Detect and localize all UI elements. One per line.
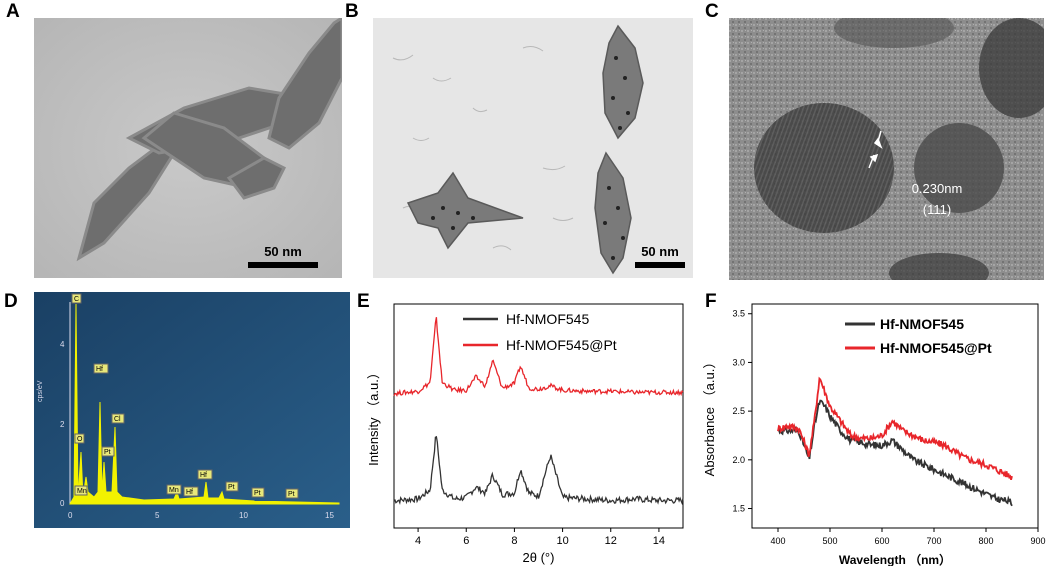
lattice-spacing-label: 0.230nm — [912, 181, 963, 196]
eds-y-unit: cps/eV — [37, 380, 44, 402]
x-tick-label: 10 — [556, 535, 568, 547]
eds-x-tick: 10 — [239, 511, 248, 520]
series-line-1 — [393, 317, 684, 397]
eds-x-tick: 15 — [325, 511, 334, 520]
panel-b-tem-image: 50 nm — [373, 18, 693, 278]
x-tick-label: 500 — [822, 536, 837, 546]
x-tick-label: 12 — [605, 535, 617, 547]
panel-letter-f: F — [705, 291, 717, 312]
eds-peak-label-hf: Hf — [183, 486, 199, 497]
eds-peak-label-mn: Mn — [74, 485, 88, 496]
eds-y-tick: 2 — [60, 420, 65, 429]
x-tick-label: 600 — [874, 536, 889, 546]
svg-text:Pt: Pt — [254, 490, 261, 497]
legend-label: Hf-NMOF545@Pt — [506, 337, 617, 353]
eds-peak-label-hf: Hf — [93, 363, 109, 374]
svg-text:Pt: Pt — [104, 449, 111, 456]
y-tick-label: 2.0 — [732, 455, 745, 465]
x-axis-label: 2θ (°) — [523, 550, 555, 565]
svg-text:Pt: Pt — [228, 484, 235, 491]
scale-bar-label: 50 nm — [641, 244, 679, 259]
svg-text:O: O — [77, 436, 83, 443]
x-tick-label: 400 — [770, 536, 785, 546]
panel-c-hrtem-image: 0.230nm (111) — [729, 8, 1052, 293]
series-line-0 — [777, 399, 1013, 507]
y-tick-label: 2.5 — [732, 406, 745, 416]
legend-label: Hf-NMOF545@Pt — [880, 340, 992, 356]
plot-frame — [393, 303, 684, 529]
svg-text:C: C — [74, 296, 79, 303]
lattice-plane-label: (111) — [923, 202, 951, 217]
eds-peak-label-pt: Pt — [225, 481, 239, 492]
x-tick-label: 6 — [463, 535, 469, 547]
plot-frame — [751, 303, 1039, 529]
eds-peak-label-pt: Pt — [101, 446, 115, 457]
x-tick-label: 4 — [415, 535, 421, 547]
panel-e-xrd-chart: 4 6 8 10 12 14 2θ (°) Intensity （a.u.） Hf-NMOF54… — [358, 296, 698, 566]
panel-letter-a: A — [6, 1, 20, 22]
x-tick-label: 14 — [653, 535, 665, 547]
svg-text:Mn: Mn — [169, 487, 179, 494]
eds-peak-label-hf: Hf — [197, 469, 213, 480]
x-tick-label: 800 — [978, 536, 993, 546]
series-line-0 — [393, 435, 684, 506]
panel-letter-b: B — [345, 1, 359, 22]
svg-text:Pt: Pt — [288, 491, 295, 498]
eds-peak-label-pt: Pt — [285, 488, 299, 499]
legend-label: Hf-NMOF545 — [506, 311, 589, 327]
scale-bar — [248, 262, 318, 268]
panel-a-tem-image: 50 nm — [34, 15, 344, 278]
y-axis-label: Absorbance （a.u.） — [702, 356, 717, 477]
panel-d-eds-spectrum: cps/eV 4 2 0 0 5 10 15 C O Hf Cl Pt Mn H… — [34, 292, 350, 528]
scale-bar — [635, 262, 685, 268]
svg-text:Hf: Hf — [186, 489, 193, 496]
panel-letter-d: D — [4, 291, 18, 312]
panel-f-uvvis-chart: 400 500 600 700 800 900 1.5 2.0 2.5 3.0 3.5 Wavelen… — [700, 296, 1050, 567]
y-tick-label: 3.5 — [732, 309, 745, 319]
eds-y-tick: 4 — [60, 340, 65, 349]
panel-letter-e: E — [357, 291, 370, 312]
y-axis-label: Intensity （a.u.） — [366, 366, 381, 466]
panel-letter-c: C — [705, 1, 719, 22]
svg-text:Hf: Hf — [200, 472, 207, 479]
series-line-1 — [777, 376, 1013, 481]
eds-x-tick: 5 — [155, 511, 160, 520]
eds-peak-label-c: C — [71, 293, 82, 304]
x-tick-label: 900 — [1030, 536, 1045, 546]
eds-y-tick: 0 — [60, 499, 65, 508]
eds-peak-label-mn: Mn — [166, 484, 182, 495]
eds-peak-label-pt: Pt — [251, 487, 265, 498]
eds-peak-label-cl: Cl — [111, 413, 125, 424]
svg-text:Cl: Cl — [114, 416, 121, 423]
svg-text:Hf: Hf — [96, 366, 103, 373]
x-tick-label: 8 — [511, 535, 517, 547]
legend-label: Hf-NMOF545 — [880, 316, 964, 332]
x-axis-label: Wavelength （nm） — [839, 552, 951, 566]
scale-bar-label: 50 nm — [264, 244, 302, 259]
svg-text:Mn: Mn — [77, 488, 87, 495]
x-tick-label: 700 — [926, 536, 941, 546]
eds-peak-label-o: O — [74, 433, 85, 444]
y-tick-label: 1.5 — [732, 504, 745, 514]
y-tick-label: 3.0 — [732, 357, 745, 367]
eds-x-tick: 0 — [68, 511, 73, 520]
